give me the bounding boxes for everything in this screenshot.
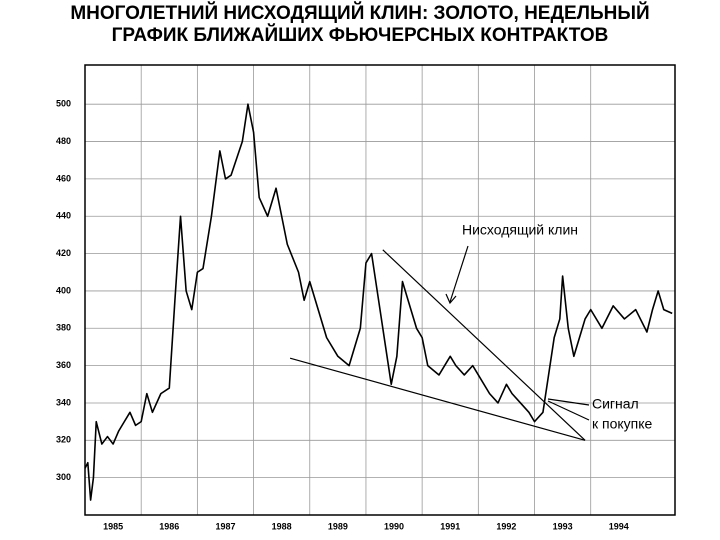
price-line: [84, 103, 673, 501]
y-tick-label: 380: [56, 323, 71, 333]
x-tick-label: 1993: [553, 521, 573, 531]
y-tick-label: 340: [56, 397, 71, 407]
y-tick-label: 400: [56, 285, 71, 295]
annotation: Сигнал: [592, 396, 639, 412]
x-tick-label: 1988: [272, 521, 292, 531]
x-tick-label: 1985: [103, 521, 123, 531]
y-tick-label: 320: [56, 435, 71, 445]
y-tick-label: 440: [56, 211, 71, 221]
y-tick-label: 460: [56, 173, 71, 183]
plot-frame: [84, 64, 676, 516]
y-tick-label: 480: [56, 136, 71, 146]
x-tick-label: 1994: [609, 521, 629, 531]
trend-line: [382, 249, 586, 441]
y-tick-label: 360: [56, 360, 71, 370]
x-tick-label: 1991: [440, 521, 460, 531]
annotation: Нисходящий клин: [462, 222, 578, 238]
chart-title: МНОГОЛЕТНИЙ НИСХОДЯЩИЙ КЛИН: ЗОЛОТО, НЕД…: [70, 2, 649, 24]
arrows: [445, 245, 590, 421]
y-tick-label: 500: [56, 99, 71, 109]
x-tick-label: 1987: [215, 521, 235, 531]
arrow: [547, 398, 590, 406]
y-tick-label: 420: [56, 248, 71, 258]
annotation: к покупке: [592, 416, 653, 432]
y-tick-label: 300: [56, 472, 71, 482]
x-tick-label: 1986: [159, 521, 179, 531]
x-tick-label: 1992: [496, 521, 516, 531]
chart-title: ГРАФИК БЛИЖАЙШИХ ФЬЮЧЕРСНЫХ КОНТРАКТОВ: [112, 24, 609, 46]
x-tick-label: 1990: [384, 521, 404, 531]
trend-line: [289, 357, 586, 441]
arrow: [547, 400, 590, 421]
arrow-head: [445, 293, 457, 305]
arrow: [449, 245, 469, 303]
x-tick-label: 1989: [328, 521, 348, 531]
